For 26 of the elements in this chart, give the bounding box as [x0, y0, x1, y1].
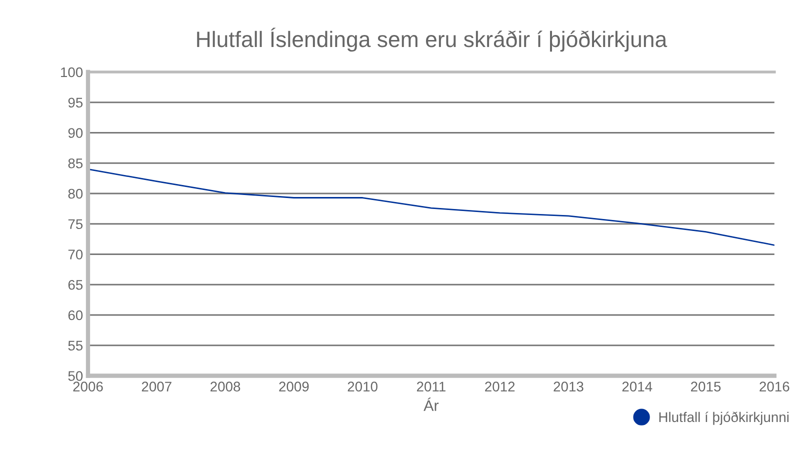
y-tick-label: 85: [68, 158, 83, 168]
y-tick-label: 70: [68, 250, 83, 260]
x-tick-label: 2008: [210, 382, 240, 392]
x-tick-label: 2015: [691, 382, 721, 392]
x-tick-label: 2006: [73, 382, 103, 392]
x-tick-label: 2007: [142, 382, 172, 392]
y-tick-label: 100: [61, 67, 83, 78]
x-tick-label: 2009: [279, 382, 309, 392]
y-tick-label: 50: [68, 371, 83, 381]
y-tick-label: 95: [68, 98, 83, 108]
chart-title: Hlutfall Íslendinga sem eru skráðir í þjóðkirkjuna: [197, 28, 668, 52]
line-series: [88, 168, 774, 246]
x-tick-label: 2014: [622, 382, 652, 392]
x-tick-label: 2010: [348, 382, 378, 392]
y-tick-label: 75: [68, 219, 83, 230]
legend-label: Hlutfall í þjóðkirkjunni: [659, 412, 789, 425]
x-tick-label: 2012: [485, 382, 515, 392]
x-tick-label: 2013: [554, 382, 584, 392]
y-tick-label: 65: [68, 280, 83, 290]
y-tick-label: 60: [68, 310, 83, 320]
x-tick-label: 2016: [760, 382, 790, 392]
x-tick-label: 2011: [416, 382, 446, 392]
y-tick-label: 55: [68, 340, 83, 351]
y-tick-label: 80: [68, 188, 83, 199]
y-tick-label: 90: [68, 128, 83, 138]
x-axis-title: Ár: [424, 398, 439, 411]
